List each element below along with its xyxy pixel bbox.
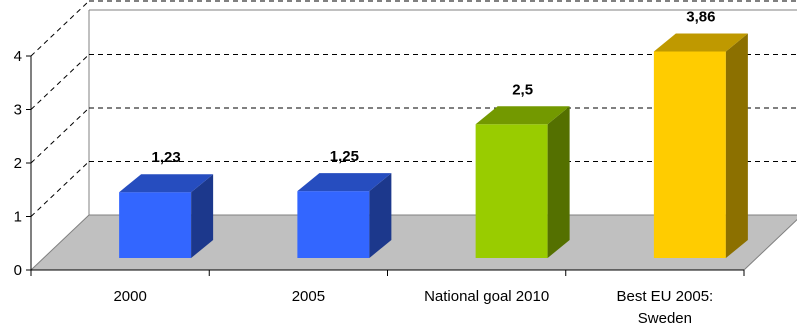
category-label: National goal 2010	[424, 288, 549, 305]
category-label-line: National goal 2010	[424, 288, 549, 305]
bar-side	[725, 33, 748, 258]
bar-side	[191, 174, 214, 258]
y-tick-label: 0	[14, 262, 22, 279]
category-label: 2000	[113, 288, 146, 305]
bars-layer	[119, 33, 748, 258]
category-label-line: 2005	[292, 288, 325, 305]
gridline-side	[30, 54, 90, 110]
category-label-line: 2000	[113, 288, 146, 305]
value-label: 2,5	[512, 81, 533, 98]
bar-top	[475, 106, 570, 125]
bar-top	[119, 174, 214, 193]
y-tick-label: 3	[14, 102, 22, 119]
bar-side	[547, 106, 570, 258]
bar-top	[297, 173, 392, 192]
y-tick-label: 2	[14, 155, 22, 172]
gridline-side	[30, 107, 90, 164]
gridline-side	[30, 161, 90, 217]
bar-side	[369, 173, 392, 258]
y-tick-label: 1	[14, 209, 22, 226]
value-label: 1,25	[330, 148, 359, 165]
bar-front	[297, 191, 370, 258]
category-label-line: Sweden	[638, 310, 692, 327]
labels-layer: 0 1 2 3 4 1,23 2000 1,25 2005 2,5 National goal 20…	[14, 8, 716, 327]
bar-front	[119, 192, 192, 258]
y-tick-label: 4	[14, 48, 22, 65]
bar-top	[653, 33, 748, 52]
category-label-line: Best EU 2005:	[617, 288, 714, 305]
value-label: 1,23	[152, 149, 181, 166]
value-label: 3,86	[686, 8, 715, 25]
bar-front	[653, 51, 726, 258]
bar-front	[475, 124, 548, 258]
category-label: 2005	[292, 288, 325, 305]
gridline-side	[30, 0, 90, 57]
category-label: Best EU 2005: Sweden	[617, 288, 714, 327]
